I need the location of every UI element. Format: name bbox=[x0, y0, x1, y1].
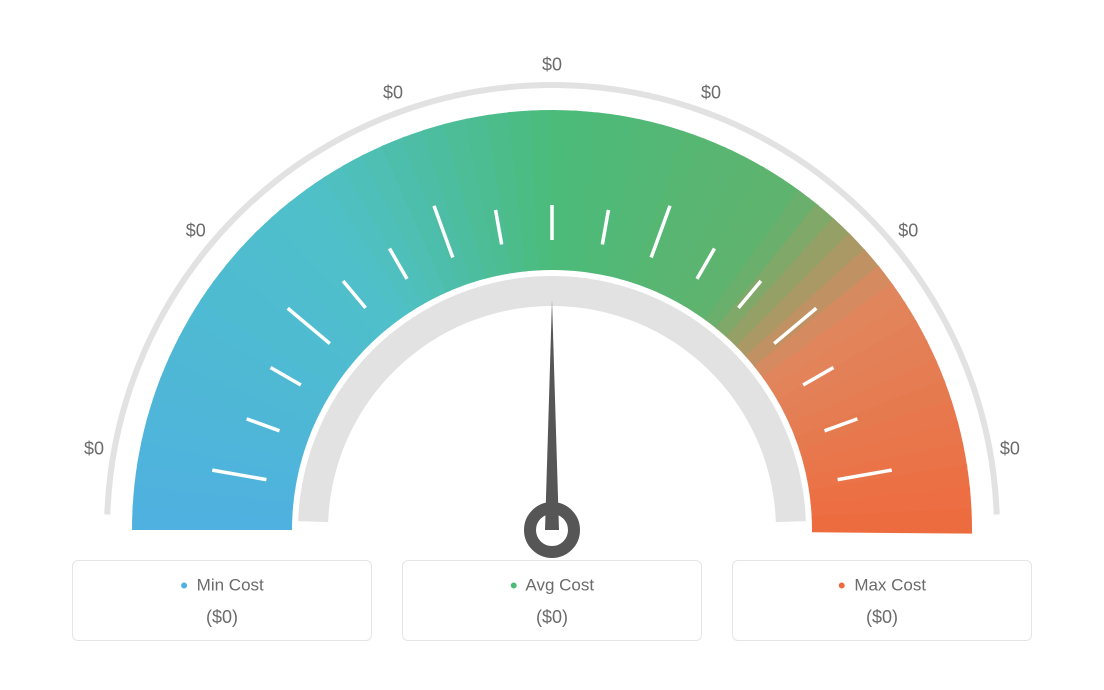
gauge-chart-container: $0$0$0$0$0$0$0 • Min Cost ($0) • Avg Cos… bbox=[0, 0, 1104, 690]
gauge-label: $0 bbox=[1000, 439, 1020, 460]
gauge-label: $0 bbox=[701, 83, 721, 104]
gauge-area: $0 $0 $0 $0 $0 $0 $0 bbox=[0, 0, 1104, 560]
gauge-label: $0 bbox=[898, 221, 918, 242]
legend-value-avg: ($0) bbox=[413, 607, 691, 628]
gauge-label: $0 bbox=[383, 83, 403, 104]
gauge-label: $0 bbox=[84, 439, 104, 460]
gauge-svg bbox=[52, 60, 1052, 580]
gauge-label: $0 bbox=[186, 221, 206, 242]
legend-value-max: ($0) bbox=[743, 607, 1021, 628]
legend-value-min: ($0) bbox=[83, 607, 361, 628]
gauge-label-top: $0 bbox=[542, 55, 562, 76]
